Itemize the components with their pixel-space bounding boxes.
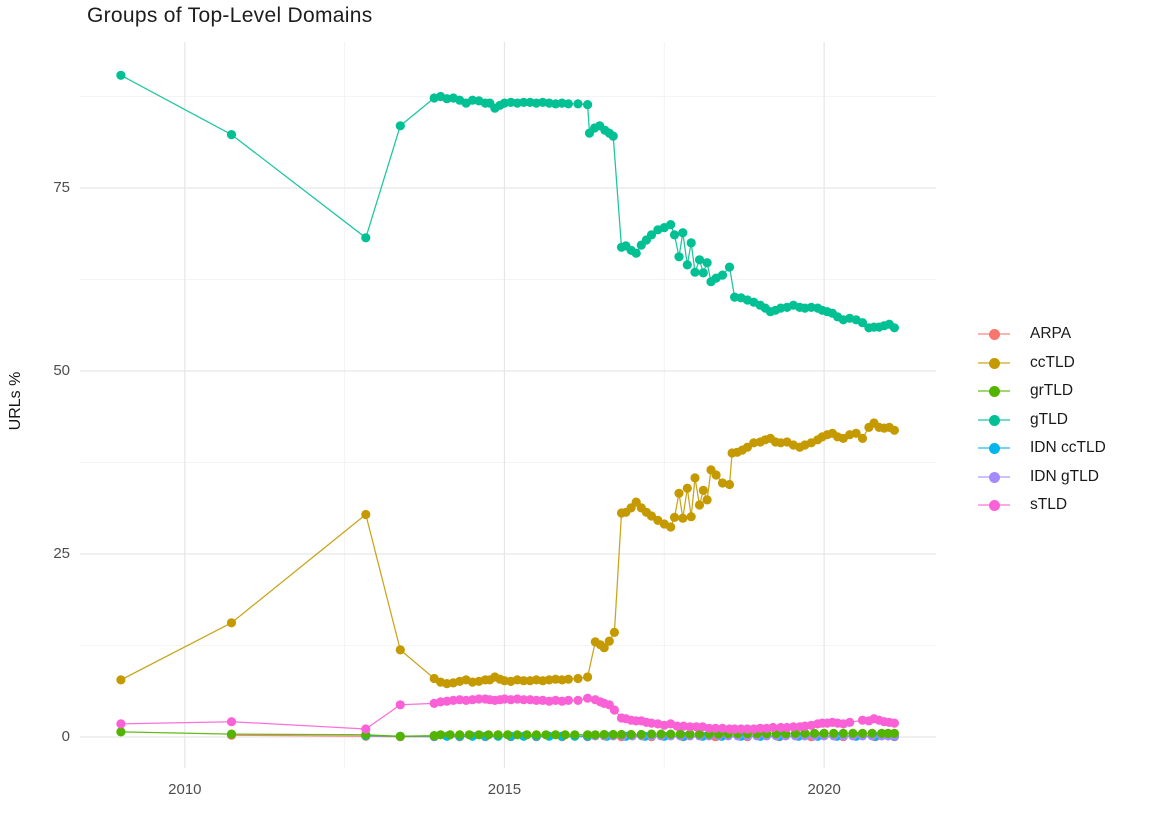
legend-item-arpa: ARPA	[978, 320, 1106, 349]
legend-item-idn-gtld: IDN gTLD	[978, 463, 1106, 492]
legend-label: ARPA	[1030, 325, 1072, 343]
legend-item-grtld: grTLD	[978, 377, 1106, 406]
legend-key-icon	[978, 470, 1010, 484]
legend-item-idn-cctld: IDN ccTLD	[978, 434, 1106, 463]
legend-key-icon	[978, 498, 1010, 512]
legend-label: IDN ccTLD	[1030, 439, 1106, 457]
chart-title: Groups of Top-Level Domains	[87, 4, 373, 27]
legend-label: gTLD	[1030, 410, 1068, 428]
legend-key-icon	[978, 327, 1010, 341]
legend: ARPA ccTLD grTLD gTLD IDN ccTLD IDN gTLD…	[978, 320, 1106, 520]
legend-key-icon	[978, 356, 1010, 370]
legend-label: IDN gTLD	[1030, 467, 1099, 485]
y-axis-title: URLs %	[7, 371, 24, 431]
legend-item-stld: sTLD	[978, 491, 1106, 520]
y-tick-label: 75	[53, 179, 70, 197]
y-tick-label: 50	[53, 362, 70, 380]
y-tick-label: 0	[61, 728, 70, 746]
legend-item-cctld: ccTLD	[978, 349, 1106, 378]
legend-key-icon	[978, 441, 1010, 455]
legend-label: grTLD	[1030, 382, 1074, 400]
legend-label: sTLD	[1030, 496, 1068, 514]
x-tick-label: 2020	[807, 781, 841, 798]
legend-label: ccTLD	[1030, 353, 1075, 371]
legend-key-icon	[978, 413, 1010, 427]
legend-key-icon	[978, 384, 1010, 398]
legend-item-gtld: gTLD	[978, 406, 1106, 435]
y-tick-label: 25	[53, 545, 70, 563]
x-tick-label: 2015	[487, 781, 522, 798]
x-tick-label: 2010	[168, 781, 202, 798]
